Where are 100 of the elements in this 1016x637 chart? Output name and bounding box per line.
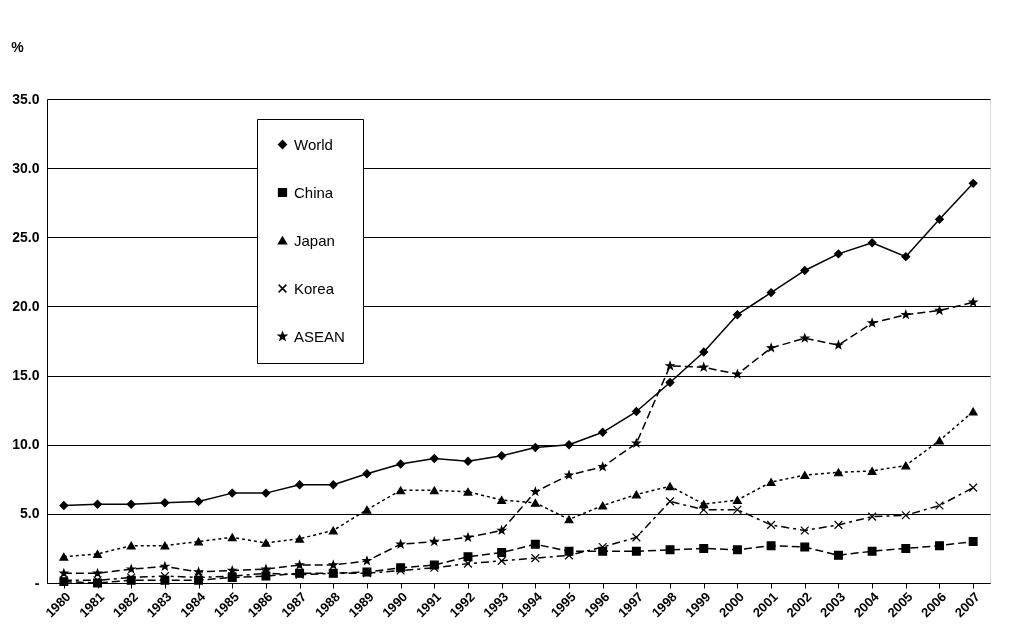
point: [362, 469, 372, 479]
point: [699, 543, 709, 553]
point: [935, 436, 944, 445]
point: [867, 318, 877, 327]
point: [766, 343, 776, 352]
point: [531, 487, 540, 496]
point: [295, 534, 305, 543]
point: [194, 496, 204, 506]
point: [632, 438, 641, 448]
point: [93, 568, 102, 578]
point: [901, 252, 911, 262]
point: [800, 266, 810, 275]
point: [732, 310, 742, 320]
point: [463, 552, 473, 562]
point: [564, 515, 574, 524]
point: [530, 553, 540, 563]
point: [295, 480, 305, 490]
point: [901, 461, 911, 470]
point: [834, 340, 843, 349]
point: [766, 478, 776, 487]
point: [59, 552, 69, 561]
point: [396, 459, 406, 469]
point: [497, 556, 507, 566]
point: [194, 567, 203, 576]
legend-label: World: [294, 135, 333, 153]
point: [530, 498, 540, 507]
point: [935, 541, 944, 551]
point: [396, 539, 405, 549]
point: [261, 488, 271, 498]
point: [93, 499, 102, 509]
point: [766, 541, 776, 551]
point: [227, 488, 237, 498]
point: [665, 378, 675, 387]
legend-label: China: [294, 183, 334, 201]
legend-label: Korea: [294, 279, 335, 297]
point: [160, 498, 170, 508]
point: [800, 525, 810, 535]
point: [968, 483, 978, 493]
y-tick-label: 35.0: [12, 90, 40, 107]
point: [968, 178, 978, 188]
point: [733, 369, 742, 378]
point: [833, 520, 843, 530]
point: [463, 456, 473, 466]
point: [935, 501, 944, 511]
point: [530, 443, 540, 452]
point: [732, 496, 742, 504]
point: [732, 505, 742, 515]
point: [833, 550, 843, 560]
point: [497, 451, 507, 461]
legend-label: Japan: [294, 231, 335, 249]
point: [598, 462, 607, 471]
y-tick-label: 10.0: [12, 436, 40, 453]
point: [160, 541, 170, 550]
point: [631, 490, 641, 499]
point: [631, 546, 641, 556]
y-tick-label: 15.0: [12, 367, 40, 384]
point: [497, 525, 506, 535]
point: [328, 560, 338, 569]
point: [901, 310, 911, 319]
point: [699, 347, 709, 357]
point: [261, 538, 271, 547]
point: [631, 532, 641, 542]
point: [935, 214, 944, 224]
y-tick-label: 5.0: [20, 505, 40, 522]
y-tick-label: 25.0: [12, 228, 40, 245]
point: [328, 480, 338, 490]
point: [362, 556, 372, 565]
y-tick-label: 30.0: [12, 159, 40, 176]
point: [800, 471, 810, 480]
point: [126, 564, 136, 573]
point: [564, 470, 574, 479]
point: [867, 467, 877, 475]
point: [362, 505, 372, 514]
point: [261, 564, 271, 573]
point: [968, 297, 978, 307]
point: [732, 545, 742, 555]
point: [598, 501, 608, 510]
point: [867, 512, 877, 522]
point: [564, 550, 574, 560]
point: [463, 532, 473, 542]
point: [126, 499, 136, 509]
y-axis-title: %: [11, 38, 25, 55]
point: [194, 537, 204, 546]
point: [564, 440, 574, 450]
point: [699, 362, 709, 372]
point: [328, 526, 338, 535]
point: [665, 361, 675, 370]
point: [867, 546, 877, 556]
point: [497, 548, 507, 558]
point: [699, 505, 709, 515]
point: [227, 533, 237, 542]
y-tick-label: 20.0: [12, 297, 40, 314]
point: [766, 288, 776, 298]
point: [59, 568, 69, 578]
point: [766, 520, 776, 530]
point: [901, 543, 911, 553]
point: [631, 407, 641, 416]
point: [126, 541, 136, 550]
point: [530, 539, 540, 549]
point: [935, 306, 944, 315]
